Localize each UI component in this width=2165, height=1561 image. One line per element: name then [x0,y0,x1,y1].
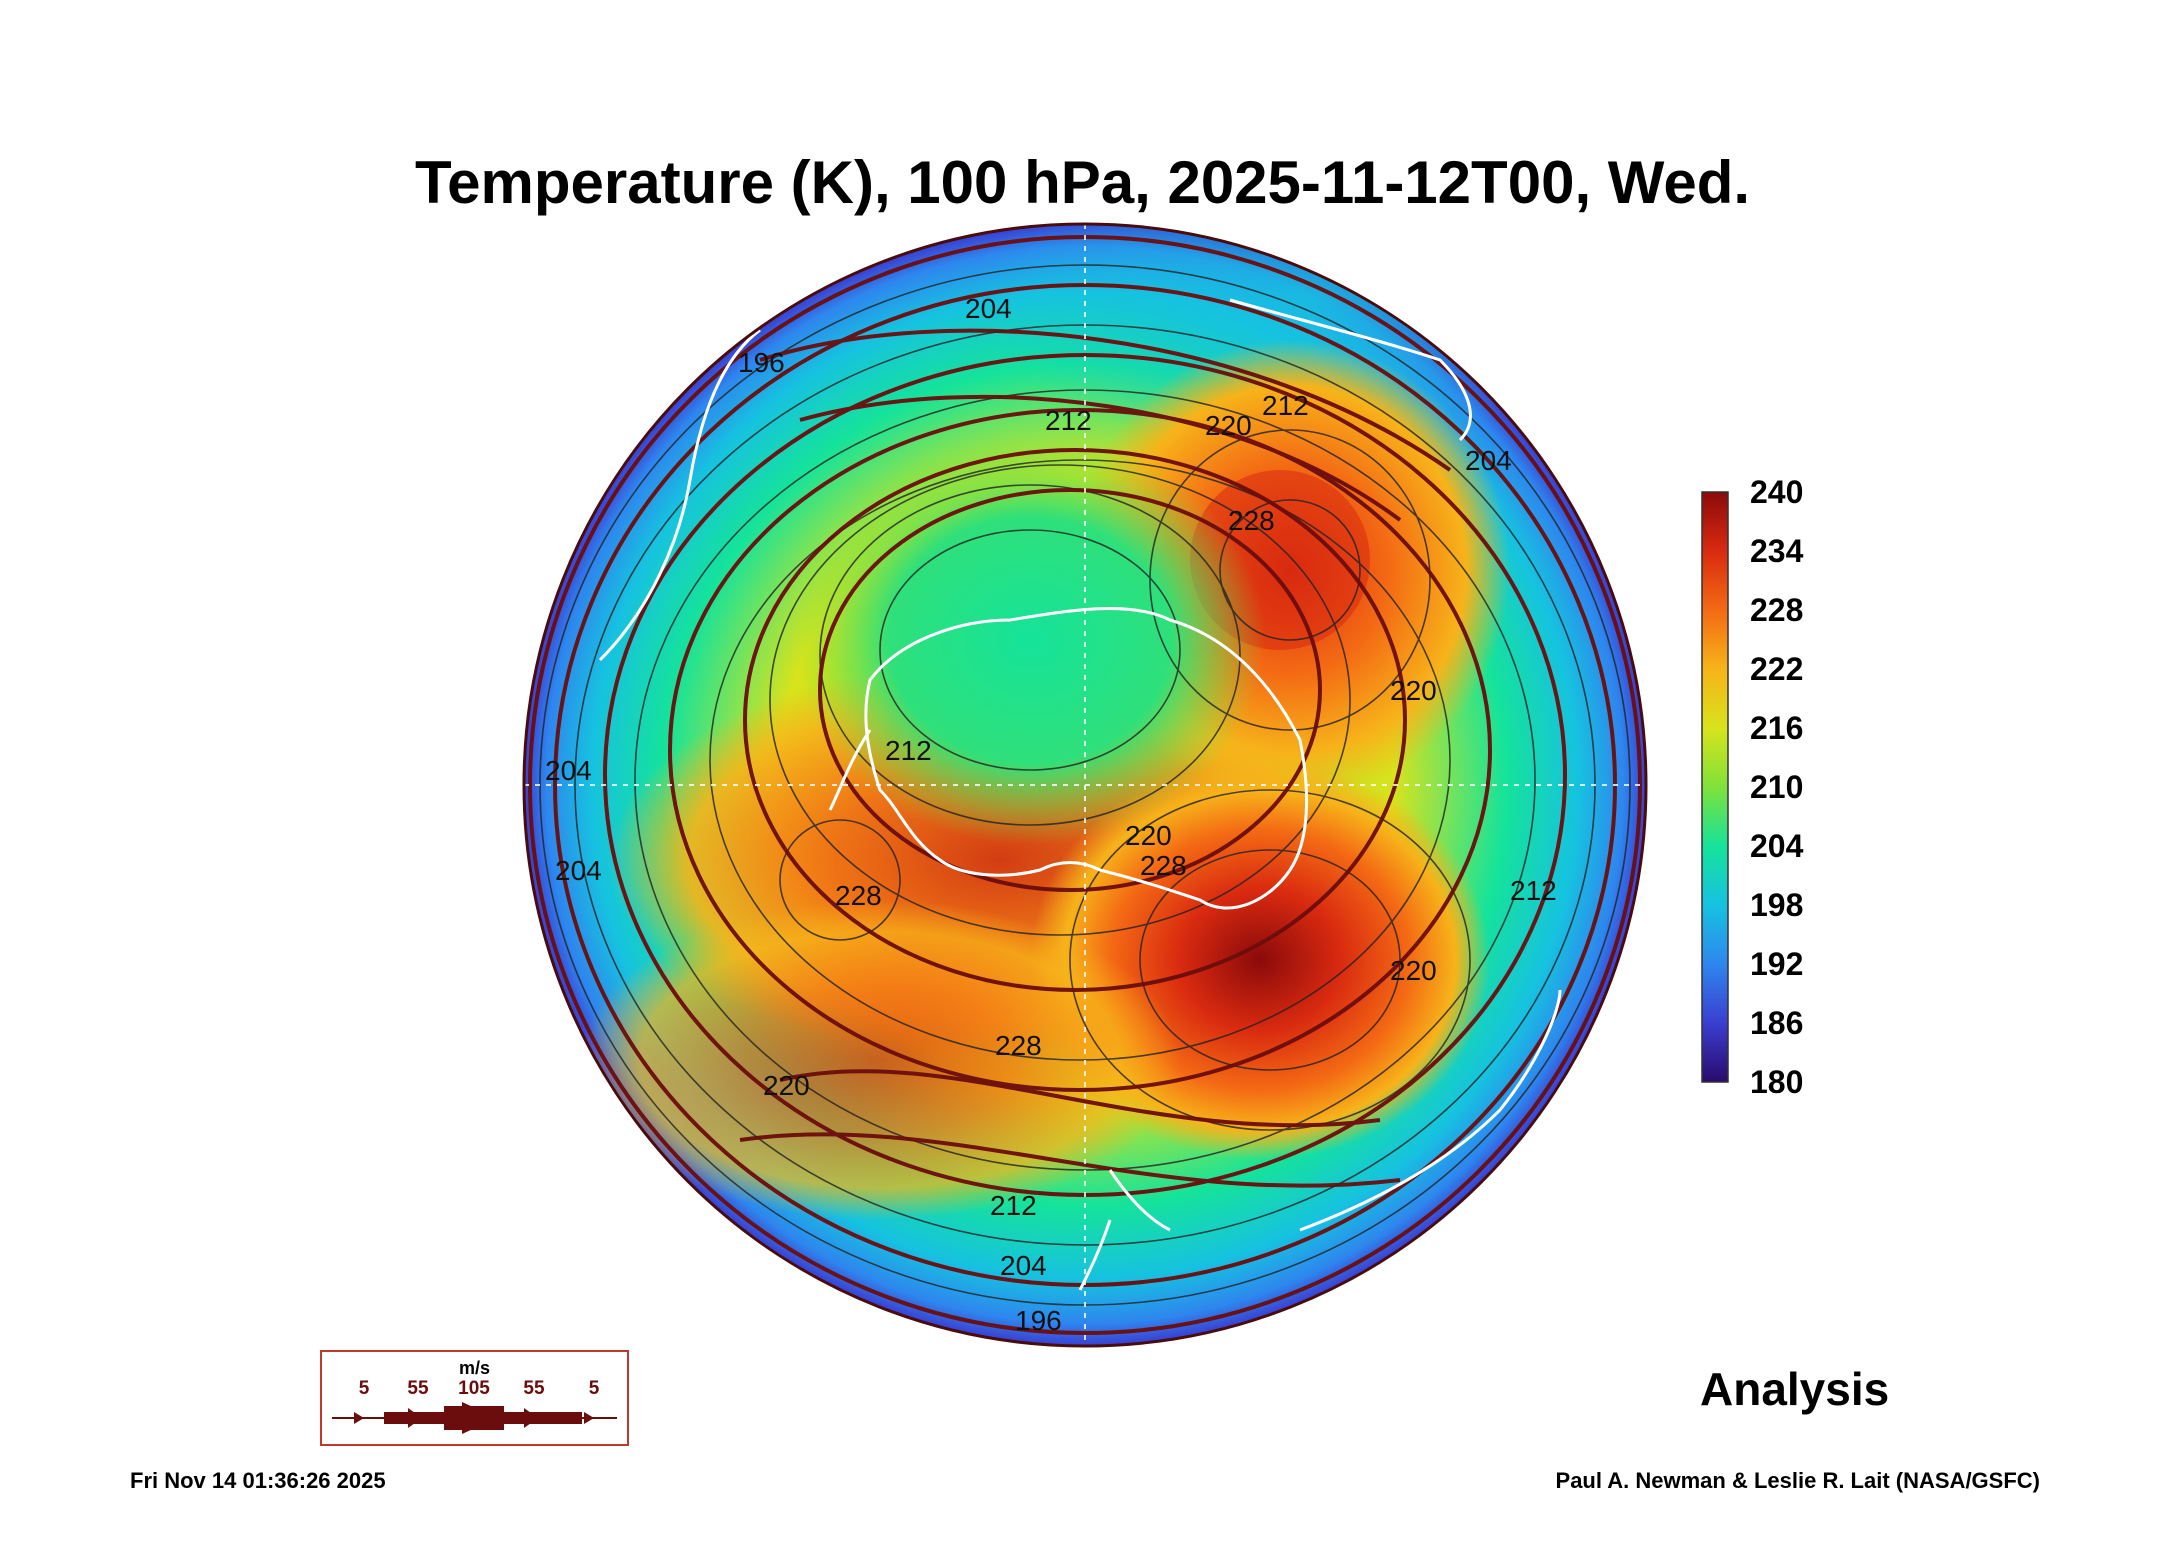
contour-label: 220 [763,1070,810,1101]
contour-label: 204 [555,855,602,886]
wind-legend-arrow [332,1402,617,1434]
colorbar-tick: 186 [1750,1005,1804,1041]
contour-label: 228 [1228,505,1275,536]
colorbar-tick: 228 [1750,592,1804,628]
south-america-coastline [598,328,761,662]
colorbar-tick: 210 [1750,769,1804,805]
wind-legend-speed: 55 [407,1378,429,1399]
wind-speed-legend: m/s 5 55 105 55 5 [320,1350,629,1446]
contour-label: 196 [738,347,785,378]
contour-label: 204 [965,293,1012,324]
contour-label: 204 [1000,1250,1047,1281]
contour-label: 220 [1390,955,1437,986]
contour-label: 212 [1510,875,1557,906]
wind-legend-speed: 105 [458,1378,490,1399]
contour-label: 212 [885,735,932,766]
contour-label: 228 [1140,850,1187,881]
antarctica-coastline [864,607,1309,910]
contour-label: 212 [1045,405,1092,436]
contour-label: 196 [1015,1305,1062,1336]
contour-label: 212 [1262,390,1309,421]
colorbar-tick: 204 [1750,828,1804,864]
australia-coastline [1299,989,1562,1232]
wind-legend-unit: m/s [458,1358,491,1378]
colorbar [1701,491,1729,1083]
product-label: Analysis [1700,1363,1890,1415]
generated-timestamp: Fri Nov 14 01:36:26 2025 [130,1468,386,1493]
colorbar-tick: 222 [1750,651,1804,687]
map-boundary [522,222,1648,1348]
colorbar-tick: 192 [1750,946,1804,982]
contour-label: 220 [1390,675,1437,706]
credits: Paul A. Newman & Leslie R. Lait (NASA/GS… [1555,1468,2040,1493]
contour-label: 204 [1465,445,1512,476]
contour-labels: 204 196 212 220 212 228 204 204 204 212 … [545,293,1557,1336]
map-title: Temperature (K), 100 hPa, 2025-11-12T00,… [414,149,1751,216]
antarctic-peninsula-coastline [828,729,872,811]
wind-legend-speed: 5 [358,1378,370,1399]
colorbar-tick: 180 [1750,1064,1804,1100]
contour-label: 228 [995,1030,1042,1061]
wind-legend-speed: 55 [523,1378,545,1399]
colorbar-tick: 216 [1750,710,1804,746]
contour-label: 204 [545,755,592,786]
wind-legend-speed: 5 [588,1378,600,1399]
contour-label: 212 [990,1190,1037,1221]
colorbar-tick: 198 [1750,887,1804,923]
new-zealand-coastline [1078,1169,1171,1291]
graticule [524,224,1646,1346]
coastlines [598,298,1562,1291]
colorbar-tick: 240 [1750,474,1804,510]
africa-coastline [1229,298,1472,442]
contour-label: 220 [1205,410,1252,441]
colorbar-tick: 234 [1750,533,1804,569]
contour-label: 220 [1125,820,1172,851]
contour-label: 228 [835,880,882,911]
